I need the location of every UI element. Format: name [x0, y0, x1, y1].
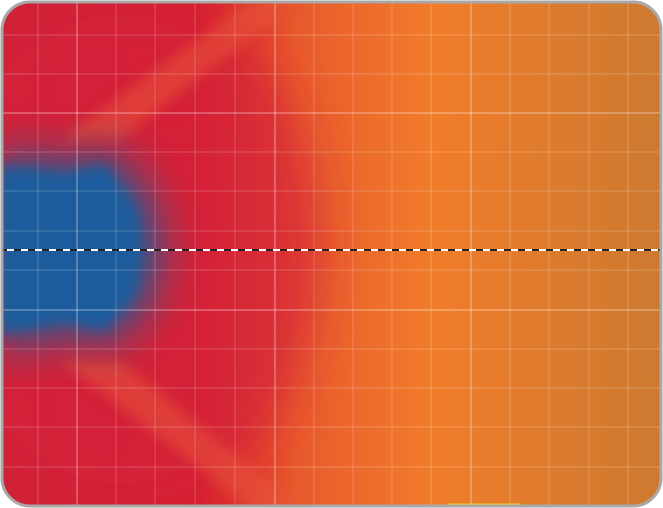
band-upper: [60, 2, 300, 140]
band-lower: [60, 360, 300, 506]
